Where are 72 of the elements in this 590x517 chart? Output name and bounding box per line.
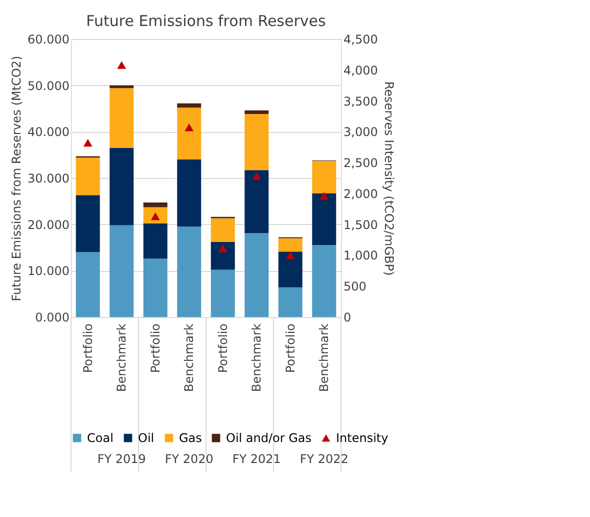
y-tick-label: 50.000 <box>28 78 70 93</box>
y-tick-label: 20.000 <box>28 218 70 232</box>
y2-tick-label: 1,500 <box>344 218 378 232</box>
bar <box>177 103 202 108</box>
bar <box>143 207 168 224</box>
x-tick-label: Portfolio <box>283 324 298 373</box>
bar <box>312 193 336 246</box>
y-tick-label: 30.000 <box>28 172 70 186</box>
bar <box>278 252 302 288</box>
y2-tick-label: 4,500 <box>344 32 378 46</box>
y-axis-title: Future Emissions from Reserves (MtCO2) <box>10 56 24 302</box>
x-tick-label: Benchmark <box>182 323 196 392</box>
bar <box>244 233 269 317</box>
x-tick-label: Portfolio <box>80 324 95 373</box>
bar <box>177 226 202 317</box>
y2-tick-label: 500 <box>344 280 366 294</box>
bar <box>110 225 134 317</box>
bar <box>76 195 100 252</box>
legend-label: Oil <box>138 431 154 445</box>
bar <box>312 160 336 194</box>
bar <box>312 245 336 317</box>
y-tick-label: 10.000 <box>28 264 70 278</box>
bar <box>244 110 269 114</box>
bar <box>210 242 235 270</box>
y2-tick-label: 0 <box>344 310 352 324</box>
y2-tick-label: 2,500 <box>344 156 378 170</box>
point <box>184 123 194 132</box>
x-tick-label: Portfolio <box>148 324 162 373</box>
y2-tick-label: 3,500 <box>344 94 378 108</box>
bar <box>110 88 134 148</box>
y2-tick-label: 2,000 <box>344 186 378 201</box>
bar <box>76 158 100 196</box>
point <box>286 251 295 260</box>
bar <box>110 148 134 226</box>
bar <box>278 287 302 317</box>
y-tick-label: 60.000 <box>28 32 70 46</box>
x-tick-label: Portfolio <box>216 324 230 373</box>
text: FY 2022 <box>300 452 348 466</box>
text: FY 2020 <box>164 452 214 466</box>
bar <box>110 85 134 88</box>
y2-tick-label: 3,000 <box>344 125 378 140</box>
bar <box>210 270 235 317</box>
text: FY 2021 <box>232 452 281 466</box>
point <box>117 61 126 69</box>
y2-tick-label: 4,000 <box>344 63 378 78</box>
legend-label: Oil and/or Gas <box>226 431 312 445</box>
x-tick-label: Benchmark <box>114 323 129 392</box>
legend-label: Gas <box>179 431 202 445</box>
point <box>252 172 262 180</box>
bar <box>177 159 202 227</box>
bar <box>76 252 100 317</box>
bar <box>244 114 269 170</box>
bar <box>143 223 168 259</box>
bar <box>143 202 168 208</box>
point <box>83 138 92 147</box>
point <box>218 244 228 252</box>
bar <box>177 108 202 160</box>
y-tick-label: 40.000 <box>28 125 70 140</box>
bar <box>244 170 269 234</box>
y2-tick-label: 1,000 <box>344 248 378 263</box>
legend-label: Intensity <box>336 431 388 445</box>
y-tick-label: 0.000 <box>35 310 70 324</box>
x-tick-label: Benchmark <box>250 323 264 392</box>
x-tick-label: Benchmark <box>317 323 332 392</box>
text: FY 2019 <box>97 452 146 466</box>
point <box>320 192 329 200</box>
y2-axis-title: Reserves Intensity (tCO2/mGBP) <box>382 81 396 276</box>
bar <box>278 238 302 252</box>
chart-title: Future Emissions from Reserves <box>86 12 326 30</box>
legend-label: Coal <box>87 431 114 445</box>
bar <box>143 258 168 317</box>
bar <box>210 218 235 242</box>
